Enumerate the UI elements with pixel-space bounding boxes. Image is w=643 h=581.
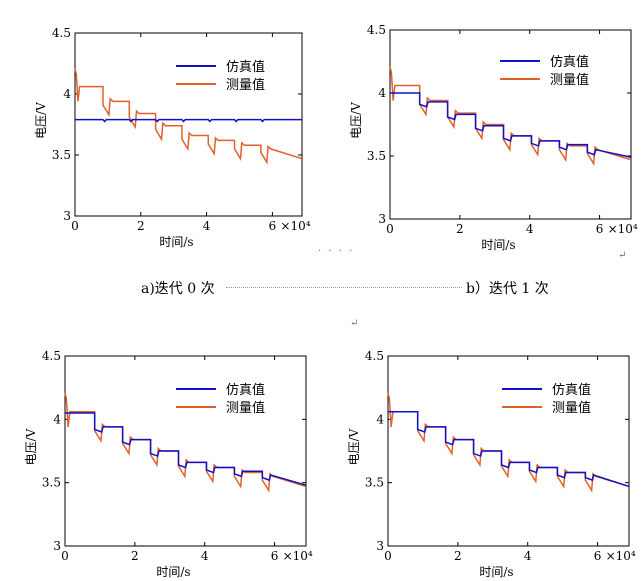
y-axis-label: 电压/V	[347, 428, 361, 465]
legend-label-measured: 测量值	[226, 400, 265, 416]
caption-dot-leader	[226, 287, 462, 288]
y-tick-label: 3	[376, 539, 384, 553]
y-tick-label: 4.5	[52, 26, 71, 40]
x-tick-label: 2	[454, 549, 462, 563]
x-tick-label: 0	[384, 549, 392, 563]
x-tick-label: 0	[71, 219, 79, 233]
y-tick-label: 3.5	[42, 476, 61, 490]
y-tick-label: 4.5	[367, 23, 386, 37]
y-tick-label: 4.5	[42, 349, 61, 363]
x-tick-label: 2	[456, 222, 464, 236]
series-simulated-line	[65, 412, 307, 486]
x-tick-label: 6	[271, 549, 279, 563]
dot-mark-top: · · · ·	[318, 246, 355, 257]
x-multiplier-label: ×10⁴	[606, 549, 636, 563]
x-tick-label: 4	[201, 549, 209, 563]
plot-area-frame	[387, 355, 630, 547]
x-tick-label: 4	[526, 222, 534, 236]
y-axis-label: 电压/V	[34, 102, 48, 139]
x-tick-label: 2	[137, 219, 145, 233]
series-simulated-line	[75, 118, 302, 123]
plot-area-frame	[64, 355, 307, 547]
y-axis-label: 电压/V	[24, 428, 38, 465]
x-tick-label: 6	[269, 219, 277, 233]
legend-label-measured: 测量值	[550, 72, 589, 88]
legend-label-measured: 测量值	[226, 77, 265, 93]
y-tick-label: 3	[63, 209, 71, 223]
y-tick-label: 4	[378, 86, 386, 100]
y-tick-label: 3	[53, 539, 61, 553]
legend-label-simulated: 仿真值	[226, 382, 265, 398]
x-tick-label: 2	[131, 549, 139, 563]
paragraph-mark-icon: ↵	[350, 318, 359, 329]
series-simulated-line	[390, 92, 632, 158]
x-tick-label: 0	[61, 549, 69, 563]
y-tick-label: 4	[63, 87, 71, 101]
y-tick-label: 4.5	[365, 349, 384, 363]
legend-label-simulated: 仿真值	[552, 382, 591, 398]
y-tick-label: 4	[376, 412, 384, 426]
series-measured-line	[74, 68, 303, 165]
x-tick-label: 4	[524, 549, 532, 563]
legend-label-simulated: 仿真值	[226, 59, 265, 75]
x-axis-label: 时间/s	[159, 235, 193, 249]
x-axis-label: 时间/s	[481, 238, 515, 252]
x-tick-label: 4	[203, 219, 211, 233]
x-multiplier-label: ×10⁴	[283, 549, 313, 563]
x-axis-label: 时间/s	[156, 565, 190, 579]
caption-a: a)迭代 0 次	[141, 281, 215, 297]
x-multiplier-label: ×10⁴	[608, 222, 638, 236]
x-tick-label: 6	[594, 549, 602, 563]
y-tick-label: 3	[378, 212, 386, 226]
x-multiplier-label: ×10⁴	[280, 219, 310, 233]
y-tick-label: 3.5	[365, 476, 384, 490]
plot-area-frame	[74, 32, 303, 217]
plot-area-frame	[389, 29, 632, 220]
legend-label-simulated: 仿真值	[550, 54, 589, 70]
x-tick-label: 0	[386, 222, 394, 236]
y-tick-label: 3.5	[367, 149, 386, 163]
y-tick-label: 3.5	[52, 148, 71, 162]
return-mark-icon: ↵	[618, 250, 627, 261]
x-axis-label: 时间/s	[479, 565, 513, 579]
series-simulated-line	[388, 410, 630, 488]
caption-b: b）迭代 1 次	[466, 281, 549, 297]
x-tick-label: 6	[596, 222, 604, 236]
legend-label-measured: 测量值	[552, 400, 591, 416]
y-tick-label: 4	[53, 412, 61, 426]
y-axis-label: 电压/V	[349, 102, 363, 139]
